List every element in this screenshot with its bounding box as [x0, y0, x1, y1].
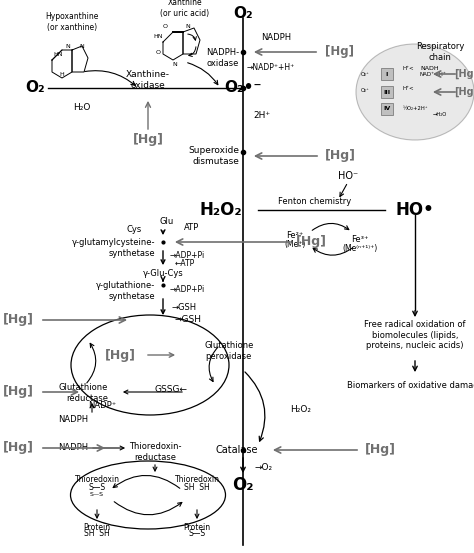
Text: ½O₂+2H⁺: ½O₂+2H⁺ [402, 106, 428, 111]
Text: N: N [186, 24, 191, 29]
Text: [Hg]: [Hg] [295, 236, 327, 248]
Text: HO•: HO• [396, 201, 434, 219]
Text: [Hg]: [Hg] [2, 441, 34, 455]
Text: γ-Glu-Cys: γ-Glu-Cys [143, 269, 183, 278]
Text: Hypoxanthine
(or xanthine): Hypoxanthine (or xanthine) [46, 12, 99, 32]
Text: →H₂O: →H₂O [433, 112, 447, 117]
Text: Thioredoxin-
reductase: Thioredoxin- reductase [129, 442, 181, 462]
Text: [Hg]: [Hg] [326, 45, 355, 59]
Text: Cys: Cys [127, 226, 142, 234]
Text: Glu: Glu [160, 217, 174, 227]
Text: O₂: O₂ [233, 7, 253, 22]
Text: O₂: O₂ [232, 476, 254, 494]
Text: Glutathione
peroxidase: Glutathione peroxidase [205, 341, 255, 361]
Text: [Hg]: [Hg] [365, 444, 395, 456]
Text: IV: IV [383, 107, 391, 112]
Text: S—S: S—S [89, 483, 106, 493]
Text: H⁺<: H⁺< [403, 65, 415, 70]
Text: O₂: O₂ [25, 81, 45, 96]
Text: Protein: Protein [183, 523, 210, 531]
Text: NADP⁺: NADP⁺ [88, 400, 116, 410]
Text: [Hg]: [Hg] [104, 348, 136, 362]
Text: N: N [80, 44, 84, 50]
Text: NADH: NADH [420, 65, 438, 70]
Text: (Me⁺): (Me⁺) [284, 239, 306, 248]
Text: [Hg]: [Hg] [454, 87, 474, 97]
Text: N: N [173, 61, 177, 66]
Text: NADPH: NADPH [261, 34, 291, 43]
Text: SH  SH: SH SH [84, 530, 110, 539]
Text: →ADP+Pi: →ADP+Pi [170, 251, 205, 259]
Text: 2H⁺: 2H⁺ [253, 111, 270, 119]
Text: [Hg]: [Hg] [133, 133, 164, 147]
Text: Respiratory
chain: Respiratory chain [416, 42, 464, 62]
Text: Thioredoxin: Thioredoxin [74, 476, 119, 484]
Text: Glutathione
reductase: Glutathione reductase [59, 383, 108, 403]
Text: NADPH: NADPH [58, 444, 88, 452]
Text: →ADP+Pi: →ADP+Pi [170, 285, 205, 295]
Text: Xanthine-
oxidase: Xanthine- oxidase [126, 70, 170, 90]
Text: ATP: ATP [184, 223, 199, 232]
FancyBboxPatch shape [381, 86, 393, 98]
Text: H: H [60, 72, 64, 77]
Text: GSSG←: GSSG← [155, 385, 188, 394]
Text: Fenton chemistry: Fenton chemistry [278, 197, 352, 206]
Text: H₂O: H₂O [73, 103, 91, 112]
Text: S—S: S—S [189, 530, 206, 539]
Text: SH  SH: SH SH [184, 483, 210, 493]
Text: H₂O₂: H₂O₂ [290, 405, 311, 415]
Text: HO⁻: HO⁻ [338, 171, 358, 181]
Text: NAD⁺+H⁺: NAD⁺+H⁺ [420, 72, 447, 77]
Text: O₂⁺: O₂⁺ [361, 88, 369, 93]
Text: HN: HN [53, 53, 63, 58]
Text: Catalase: Catalase [216, 445, 258, 455]
Text: Fe²⁺: Fe²⁺ [286, 232, 304, 241]
Text: Fe³⁺: Fe³⁺ [351, 236, 369, 244]
Text: NADPH: NADPH [58, 415, 88, 425]
Text: γ-glutathione-
synthetase: γ-glutathione- synthetase [96, 281, 155, 301]
Text: Free radical oxidation of
biomolecules (lipids,
proteins, nucleic acids): Free radical oxidation of biomolecules (… [364, 320, 466, 350]
Text: Protein: Protein [83, 523, 110, 531]
Text: O₂⁺: O₂⁺ [361, 71, 369, 76]
FancyBboxPatch shape [381, 68, 393, 80]
Text: γ-glutamylcysteine-
synthetase: γ-glutamylcysteine- synthetase [72, 238, 155, 258]
Text: →GSH: →GSH [172, 304, 197, 312]
Text: (Me⁽ⁿ⁺¹⁾⁺): (Me⁽ⁿ⁺¹⁾⁺) [342, 244, 378, 253]
FancyBboxPatch shape [381, 103, 393, 115]
Text: III: III [383, 90, 391, 95]
Text: O: O [163, 24, 167, 29]
Text: Superoxide
dismutase: Superoxide dismutase [188, 147, 239, 166]
Text: →NADP⁺+H⁺: →NADP⁺+H⁺ [247, 64, 295, 72]
Text: [Hg]: [Hg] [454, 69, 474, 79]
Text: I: I [386, 71, 388, 76]
Text: [Hg]: [Hg] [2, 385, 34, 399]
Text: [Hg]: [Hg] [325, 149, 356, 163]
Text: S—S: S—S [90, 492, 104, 497]
Text: H₂O₂: H₂O₂ [200, 201, 242, 219]
Text: [Hg]: [Hg] [2, 314, 34, 326]
Text: O₂•⁻: O₂•⁻ [224, 81, 262, 96]
Text: HN: HN [153, 34, 163, 39]
Text: NADPH-
oxidase: NADPH- oxidase [206, 48, 239, 67]
Text: Xanthine
(or uric acid): Xanthine (or uric acid) [160, 0, 210, 18]
Text: O: O [155, 50, 161, 55]
Ellipse shape [356, 44, 474, 140]
Text: H⁺<: H⁺< [403, 86, 415, 91]
Text: →GSH: →GSH [175, 316, 202, 325]
Text: ←ATP: ←ATP [175, 258, 195, 268]
Text: Thioredoxin: Thioredoxin [174, 476, 219, 484]
Text: Biomarkers of oxidative damage: Biomarkers of oxidative damage [346, 380, 474, 389]
Text: N: N [65, 44, 70, 50]
Text: →O₂: →O₂ [255, 463, 273, 472]
